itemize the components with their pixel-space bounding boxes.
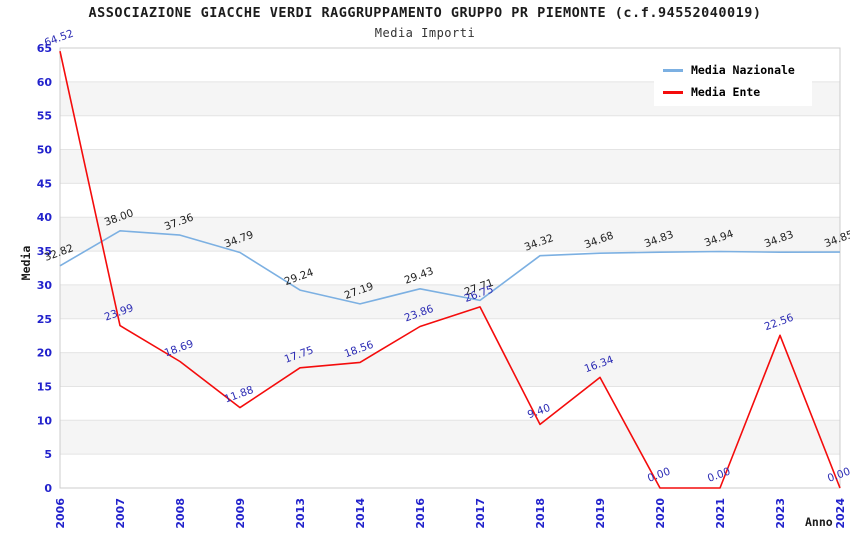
y-tick-label: 20: [37, 347, 53, 360]
x-tick-label: 2018: [534, 498, 547, 529]
x-tick-label: 2014: [354, 498, 367, 529]
legend-line-swatch-blue: [663, 68, 683, 72]
series-line-media-nazionale: [59, 230, 841, 305]
y-tick-label: 35: [37, 245, 52, 258]
y-tick-label: 40: [37, 211, 53, 224]
x-tick-label: 2024: [834, 498, 847, 529]
y-tick-label: 10: [37, 414, 53, 427]
data-label: 11.88: [223, 384, 255, 406]
x-tick-label: 2020: [654, 498, 667, 529]
y-tick-label: 25: [37, 313, 52, 326]
y-tick-label: 30: [37, 279, 53, 292]
y-tick-label: 50: [37, 144, 53, 157]
data-label: 29.43: [403, 265, 435, 287]
x-tick-label: 2013: [294, 498, 307, 529]
legend-item-media-ente: Media Ente: [663, 85, 803, 99]
y-tick-label: 65: [37, 42, 52, 55]
y-tick-label: 55: [37, 110, 52, 123]
chart-title: ASSOCIAZIONE GIACCHE VERDI RAGGRUPPAMENT…: [88, 5, 762, 21]
plot-border: [59, 47, 841, 489]
grid-band: [60, 420, 840, 455]
grid-band: [60, 352, 840, 387]
x-tick-label: 2019: [594, 498, 607, 529]
x-tick-label: 2007: [114, 498, 127, 529]
grid-band: [60, 217, 840, 252]
data-label: 0.00: [826, 466, 850, 485]
x-tick-label: 2016: [414, 498, 427, 529]
grid-band: [60, 149, 840, 184]
x-tick-label: 2017: [474, 498, 487, 529]
legend-line-swatch-red: [663, 90, 683, 94]
x-tick-label: 2008: [174, 498, 187, 529]
legend-label: Media Nazionale: [691, 63, 795, 77]
x-tick-label: 2021: [714, 498, 727, 529]
grid-band: [60, 284, 840, 319]
y-tick-label: 5: [44, 448, 52, 461]
legend: Media Nazionale Media Ente: [654, 56, 812, 106]
y-axis-title: Media: [19, 245, 33, 281]
x-tick-label: 2009: [234, 498, 247, 529]
chart-subtitle: Media Importi: [374, 26, 476, 40]
x-tick-label: 2023: [774, 498, 787, 529]
y-tick-label: 60: [37, 76, 53, 89]
y-tick-label: 45: [37, 177, 52, 190]
y-tick-label: 15: [37, 380, 52, 393]
data-label: 0.00: [706, 466, 732, 485]
x-axis-title: Anno: [805, 515, 833, 529]
series-line-media-ente: [59, 51, 841, 489]
legend-label: Media Ente: [691, 85, 761, 99]
legend-item-media-nazionale: Media Nazionale: [663, 63, 803, 77]
y-tick-label: 0: [44, 482, 52, 495]
x-tick-label: 2006: [54, 498, 67, 529]
data-label: 64.52: [43, 28, 75, 50]
